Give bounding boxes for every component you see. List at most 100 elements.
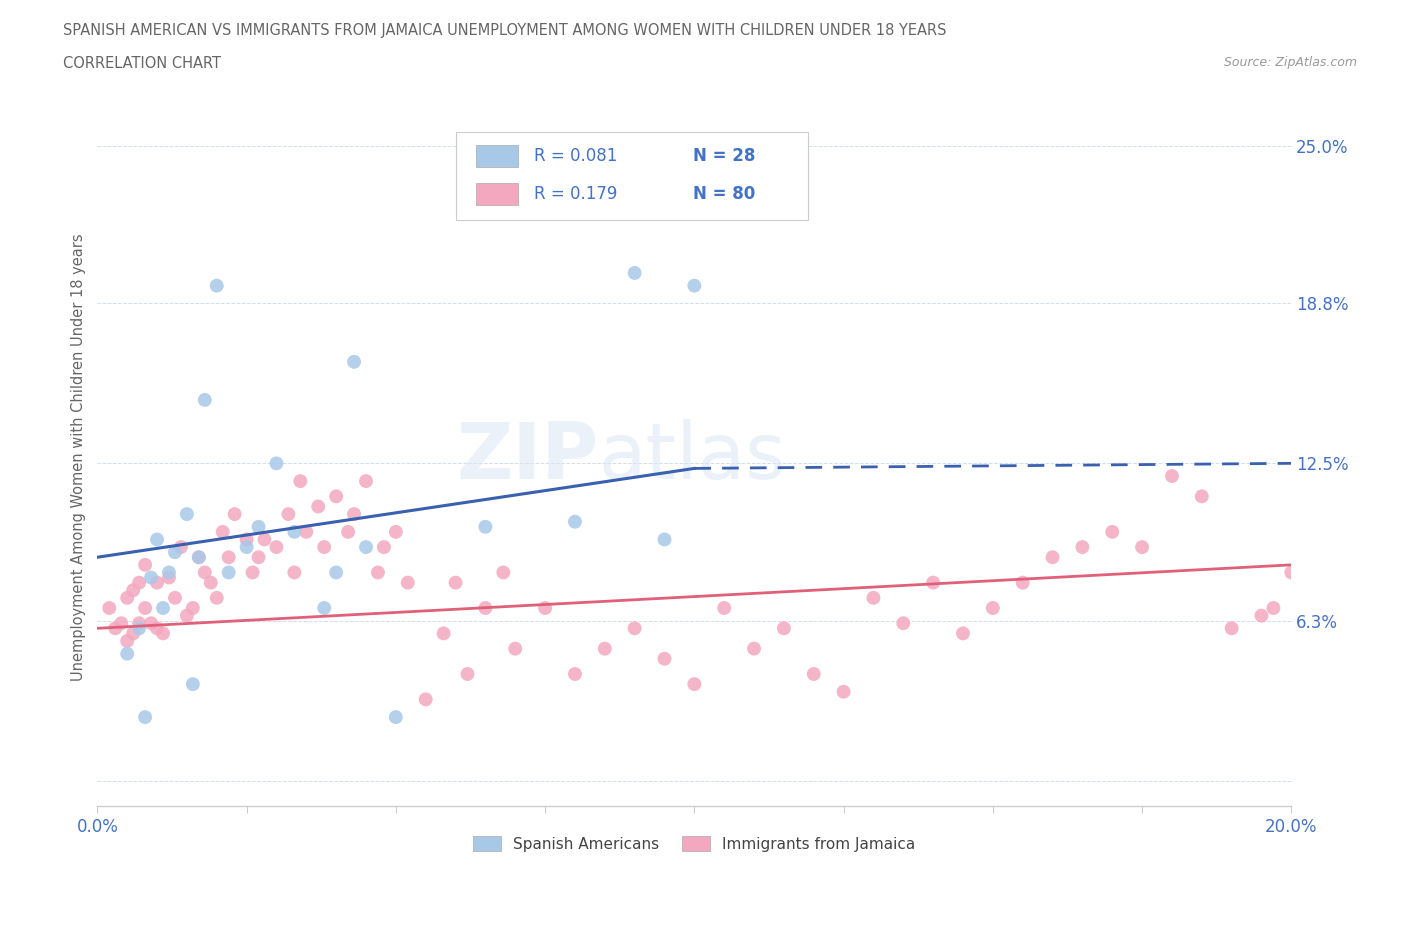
Point [139, 570, 162, 585]
Point [134, 557, 156, 572]
Point [176, 608, 198, 623]
Text: ZIP: ZIP [457, 419, 599, 495]
Point [891, 616, 914, 631]
Point [247, 519, 270, 534]
Text: N = 80: N = 80 [693, 185, 755, 203]
Point [1130, 539, 1153, 554]
Bar [475, 145, 517, 167]
Point [134, 710, 156, 724]
Point [266, 456, 288, 471]
Point [163, 591, 186, 605]
Point [654, 651, 676, 666]
Point [862, 591, 884, 605]
Point [122, 626, 145, 641]
Point [564, 667, 586, 682]
Point [1101, 525, 1123, 539]
Point [396, 575, 419, 590]
Point [242, 565, 264, 580]
Point [211, 525, 233, 539]
Point [1279, 565, 1302, 580]
Point [146, 621, 169, 636]
Point [593, 641, 616, 656]
Point [354, 473, 377, 488]
Point [290, 473, 312, 488]
Text: Source: ZipAtlas.com: Source: ZipAtlas.com [1223, 56, 1357, 69]
Point [922, 575, 945, 590]
Point [176, 507, 198, 522]
Point [110, 616, 132, 631]
Text: atlas: atlas [599, 419, 786, 495]
Point [415, 692, 437, 707]
Point [115, 646, 138, 661]
Point [1042, 550, 1064, 565]
Point [277, 507, 299, 522]
Point [343, 354, 366, 369]
Point [654, 532, 676, 547]
Point [157, 565, 180, 580]
Point [623, 266, 645, 281]
Point [564, 514, 586, 529]
Point [1011, 575, 1033, 590]
Point [152, 626, 174, 641]
Point [343, 507, 366, 522]
Point [115, 591, 138, 605]
Point [181, 601, 204, 616]
Point [187, 550, 209, 565]
Text: N = 28: N = 28 [693, 147, 755, 165]
Point [218, 565, 240, 580]
Point [295, 525, 318, 539]
Point [194, 565, 217, 580]
Point [367, 565, 389, 580]
Point [218, 550, 240, 565]
Point [1191, 489, 1213, 504]
Point [354, 539, 377, 554]
Point [283, 525, 305, 539]
Point [373, 539, 395, 554]
Point [325, 565, 347, 580]
Point [307, 499, 329, 514]
Text: R = 0.179: R = 0.179 [534, 185, 617, 203]
Point [952, 626, 974, 641]
Point [146, 575, 169, 590]
Point [146, 532, 169, 547]
Point [713, 601, 735, 616]
Point [742, 641, 765, 656]
Legend: Spanish Americans, Immigrants from Jamaica: Spanish Americans, Immigrants from Jamai… [467, 830, 921, 857]
Point [456, 667, 478, 682]
Point [187, 550, 209, 565]
Point [773, 621, 796, 636]
Point [128, 575, 150, 590]
Point [325, 489, 347, 504]
Point [170, 539, 193, 554]
Point [134, 601, 156, 616]
Point [981, 601, 1004, 616]
Point [683, 677, 706, 692]
Point [803, 667, 825, 682]
Point [832, 684, 855, 699]
Point [1250, 608, 1272, 623]
Point [474, 601, 496, 616]
Point [1071, 539, 1094, 554]
Point [104, 621, 127, 636]
Point [128, 616, 150, 631]
Point [122, 583, 145, 598]
Point [337, 525, 360, 539]
Point [139, 616, 162, 631]
Point [314, 601, 336, 616]
Point [163, 545, 186, 560]
Point [181, 677, 204, 692]
Point [266, 539, 288, 554]
Point [492, 565, 515, 580]
Point [235, 539, 257, 554]
Point [623, 621, 645, 636]
Point [1161, 469, 1184, 484]
Point [235, 532, 257, 547]
Point [385, 525, 408, 539]
Point [444, 575, 467, 590]
Point [128, 621, 150, 636]
Point [98, 601, 121, 616]
Point [205, 278, 228, 293]
Point [194, 392, 217, 407]
Point [474, 519, 496, 534]
Point [1220, 621, 1243, 636]
